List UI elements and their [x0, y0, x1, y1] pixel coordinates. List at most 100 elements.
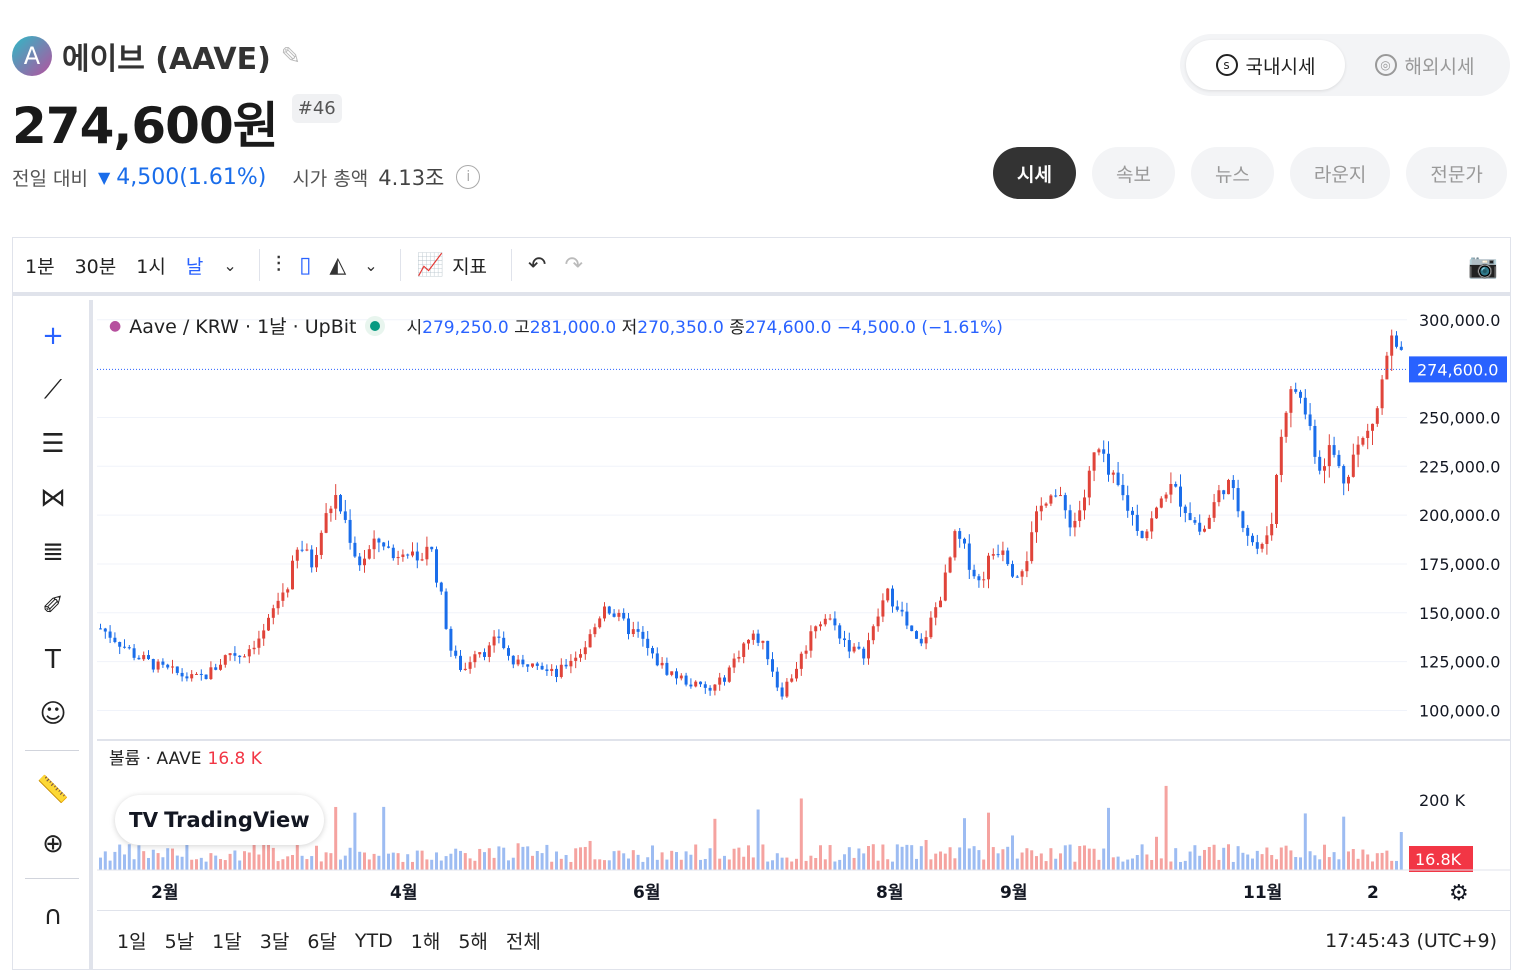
candle-body [281, 592, 285, 601]
crosshair-icon[interactable]: + [42, 321, 64, 351]
interval-1d[interactable]: 날 [185, 255, 204, 278]
tradingview-badge[interactable]: TV TradingView [115, 795, 324, 845]
interval-1h[interactable]: 1시 [136, 255, 166, 278]
volume-bar [867, 845, 870, 870]
candle-body [718, 677, 722, 685]
tradingview-logo-icon: TV [129, 808, 159, 832]
magnet-icon[interactable]: ∩ [43, 901, 63, 931]
indicators-button[interactable]: 지표 [452, 255, 488, 278]
volume-bar [1198, 855, 1202, 870]
volume-bar [895, 844, 899, 870]
tab-breaking[interactable]: 속보 [1091, 147, 1175, 199]
chevron-down-icon[interactable]: ⌄ [364, 255, 378, 275]
area-chart-style-icon[interactable]: ◭ [329, 252, 347, 278]
info-icon[interactable]: i [456, 165, 481, 189]
candle-chart-style-icon[interactable]: ▯ [299, 252, 312, 278]
range-5y[interactable]: 5해 [458, 931, 488, 953]
volume-bar [1385, 850, 1389, 870]
trend-line-icon[interactable]: ⟋ [43, 374, 63, 405]
volume-bar [180, 856, 184, 870]
volume-label: 볼륨 · AAVE [109, 749, 202, 769]
volume-bar [790, 861, 794, 870]
pattern-icon[interactable]: ⋈ [40, 483, 66, 513]
candle-body [209, 667, 213, 680]
volume-bar [972, 846, 976, 870]
tab-expert[interactable]: 전문가 [1406, 147, 1507, 199]
undo-icon[interactable]: ↶ [528, 252, 547, 278]
fib-retracement-icon[interactable]: ≣ [42, 537, 64, 567]
candle-body [723, 677, 726, 682]
candle-body [180, 672, 184, 677]
change-row: 전일 대비 ▼ 4,500(1.61%) 시가 총액 4.13조 i [12, 162, 481, 192]
candle-body [943, 572, 947, 601]
candle-body [617, 612, 621, 617]
volume-bar [483, 852, 486, 870]
volume-bar [1011, 835, 1014, 870]
volume-bar [526, 846, 530, 870]
volume-bar [1390, 860, 1394, 870]
clock[interactable]: 17:45:43 (UTC+9) [1325, 929, 1497, 952]
text-icon[interactable]: T [45, 645, 61, 675]
candle-body [1001, 550, 1005, 555]
tab-lounge[interactable]: 라운지 [1289, 147, 1391, 199]
range-all[interactable]: 전체 [505, 931, 541, 953]
interval-30m[interactable]: 30분 [74, 255, 117, 278]
candle-body [948, 557, 952, 573]
candle-body [526, 664, 530, 667]
x-tick-label: 11월 [1243, 883, 1282, 903]
chevron-down-icon[interactable]: ⌄ [223, 255, 237, 275]
range-1y[interactable]: 1해 [410, 931, 441, 953]
volume-bar [372, 853, 376, 870]
y-tick-label: 200,000.0 [1419, 506, 1500, 525]
range-5d[interactable]: 5날 [164, 931, 195, 953]
chart-svg[interactable]: 300,000.0 250,000.0 225,000.0 200,000.0 175,… [97, 300, 1511, 910]
range-ytd[interactable]: YTD [354, 929, 393, 952]
tab-news[interactable]: 뉴스 [1190, 147, 1274, 199]
volume-bar [1351, 848, 1355, 870]
volume-bar [555, 851, 558, 870]
x-tick-label: 9월 [1000, 883, 1027, 903]
volume-bar [478, 848, 482, 870]
camera-icon[interactable]: 📷 [1468, 252, 1498, 280]
volume-bar [1361, 849, 1365, 870]
candle-body [1097, 449, 1101, 453]
volume-bar [828, 845, 832, 870]
horizontal-lines-icon[interactable]: ☰ [41, 429, 65, 459]
tab-price[interactable]: 시세 [993, 147, 1076, 199]
redo-icon[interactable]: ↷ [564, 252, 583, 278]
volume-bar [1063, 845, 1067, 870]
overseas-market-button[interactable]: ◎ 해외시세 [1345, 40, 1504, 90]
candle-body [1347, 476, 1350, 484]
candle-body [1193, 520, 1197, 523]
candle-body [1385, 355, 1389, 380]
candle-body [1371, 423, 1374, 431]
candle-body [516, 659, 520, 665]
range-3m[interactable]: 3달 [259, 931, 290, 953]
ruler-icon[interactable]: 📏 [36, 775, 70, 805]
range-1d[interactable]: 1일 [117, 931, 147, 953]
pencil-icon[interactable]: ✎ [280, 42, 301, 70]
brush-icon[interactable]: ✐ [42, 591, 64, 621]
volume-tick-label: 200 K [1419, 791, 1466, 810]
candle-body [1049, 495, 1053, 504]
interval-1m[interactable]: 1분 [25, 255, 55, 278]
volume-bar [1044, 861, 1048, 870]
zoom-icon[interactable]: ⊕ [42, 829, 64, 859]
volume-bar [473, 860, 477, 870]
domestic-market-button[interactable]: s 국내시세 [1186, 40, 1345, 90]
range-1m[interactable]: 1달 [212, 931, 242, 953]
volume-bar [521, 846, 525, 870]
candle-body [675, 671, 678, 679]
candle-body [550, 668, 554, 672]
bar-chart-style-icon[interactable]: ⫶ [275, 252, 282, 278]
price-chart[interactable]: 300,000.0 250,000.0 225,000.0 200,000.0 175,… [97, 300, 1511, 910]
toolbar-divider [258, 249, 260, 281]
volume-bar [415, 850, 419, 870]
volume-bar [804, 860, 808, 870]
candle-body [559, 664, 563, 677]
volume-bar [137, 845, 141, 870]
emoji-icon[interactable]: ☺ [39, 699, 67, 729]
range-6m[interactable]: 6달 [307, 931, 337, 953]
indicators-icon[interactable]: 📈 [416, 252, 445, 278]
candle-body [295, 549, 299, 561]
